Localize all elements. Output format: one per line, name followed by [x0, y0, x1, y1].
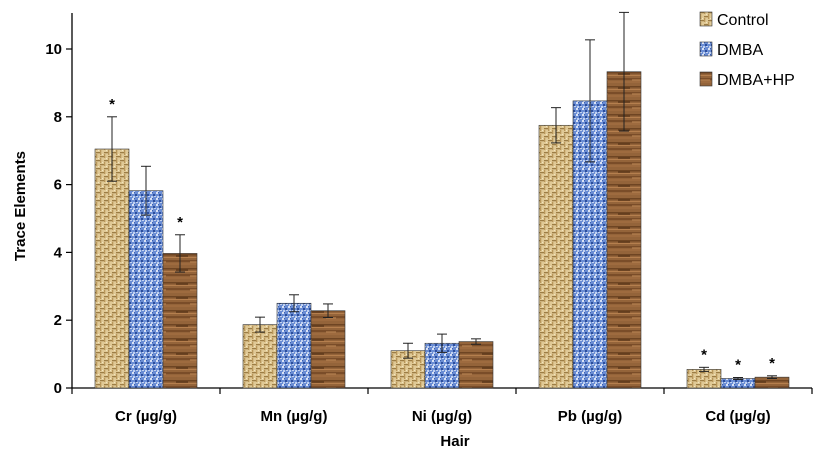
bar — [458, 341, 494, 389]
y-tick-label: 6 — [54, 177, 62, 194]
bar — [128, 190, 164, 389]
significance-star: * — [735, 356, 741, 373]
legend-label: DMBA+HP — [717, 72, 795, 89]
y-tick-label: 8 — [54, 109, 62, 126]
plot-area: 0 2 4 6 8 10 Cr (µg/g) Mn (µg/g) Ni (µg/g) Pb (µg… — [45, 11, 813, 425]
x-tick-label: Mn (µg/g) — [261, 408, 328, 425]
y-tick-label: 4 — [54, 244, 63, 261]
bar — [310, 310, 346, 389]
x-tick-label: Ni (µg/g) — [412, 408, 472, 425]
bar — [686, 369, 722, 389]
legend-label: DMBA — [717, 42, 764, 59]
y-tick-label: 2 — [54, 312, 62, 329]
y-tick-label: 10 — [45, 41, 62, 58]
x-axis-title: Hair — [440, 433, 469, 450]
bar — [162, 253, 198, 389]
legend-swatch — [699, 41, 713, 57]
x-tick-label: Cd (µg/g) — [705, 408, 770, 425]
significance-star: * — [701, 346, 707, 363]
bar — [242, 324, 278, 389]
axis-labels: Trace Elements Hair — [12, 151, 470, 450]
x-tick-label: Cr (µg/g) — [115, 408, 177, 425]
legend-label: Control — [717, 12, 769, 29]
x-tick-label: Pb (µg/g) — [558, 408, 622, 425]
legend-swatch — [699, 11, 713, 27]
legend: Control DMBA DMBA+HP — [699, 11, 795, 89]
significance-star: * — [769, 355, 775, 372]
bar — [276, 302, 312, 389]
legend-swatch — [699, 71, 713, 87]
significance-star: * — [109, 96, 115, 113]
significance-star: * — [177, 214, 183, 231]
y-axis-title: Trace Elements — [12, 151, 29, 261]
bar — [538, 124, 574, 389]
bar — [94, 148, 130, 389]
y-tick-label: 0 — [54, 380, 62, 397]
